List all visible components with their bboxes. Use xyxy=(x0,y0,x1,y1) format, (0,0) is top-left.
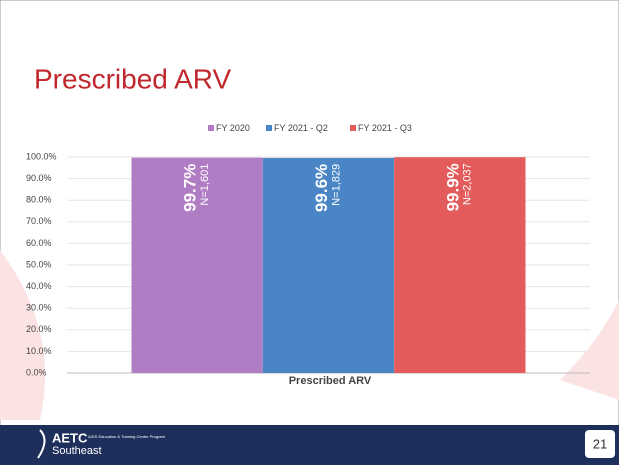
y-tick-label: 70.0% xyxy=(26,216,52,226)
page-number: 21 xyxy=(593,436,607,451)
data-label: 99.6% xyxy=(312,164,331,212)
decoration xyxy=(560,300,619,400)
bar xyxy=(262,157,395,373)
y-tick-label: 90.0% xyxy=(26,173,52,183)
footer-program: AIDS Education & Training Center Program xyxy=(88,434,166,439)
legend-swatch xyxy=(208,125,214,131)
chart-title: Prescribed ARV xyxy=(34,63,231,94)
logo-ribbon xyxy=(37,429,46,459)
y-tick-label: 0.0% xyxy=(26,367,47,377)
y-tick-label: 50.0% xyxy=(26,259,52,269)
legend-label: FY 2021 - Q3 xyxy=(358,123,412,133)
data-annotation: N=2,037 xyxy=(462,163,474,205)
bar xyxy=(131,157,263,373)
y-tick-label: 40.0% xyxy=(26,281,52,291)
data-annotation: N=1,601 xyxy=(199,164,211,206)
legend-label: FY 2020 xyxy=(216,123,250,133)
data-annotation: N=1,829 xyxy=(330,164,342,206)
bar xyxy=(394,157,526,373)
legend-swatch xyxy=(266,125,272,131)
data-label: 99.9% xyxy=(443,163,462,211)
y-tick-label: 30.0% xyxy=(26,303,52,313)
y-tick-label: 80.0% xyxy=(26,195,52,205)
data-label: 99.7% xyxy=(181,164,200,212)
footer-logo: AETC xyxy=(52,430,88,445)
legend-label: FY 2021 - Q2 xyxy=(274,123,328,133)
footer-region: Southeast xyxy=(52,445,102,457)
y-tick-label: 60.0% xyxy=(26,238,52,248)
y-tick-label: 10.0% xyxy=(26,346,52,356)
legend-swatch xyxy=(350,125,356,131)
y-tick-label: 100.0% xyxy=(26,151,57,161)
decoration xyxy=(0,250,45,420)
x-tick-label: Prescribed ARV xyxy=(289,375,372,387)
page-number-box xyxy=(585,430,615,458)
footer-bar xyxy=(0,425,619,465)
y-tick-label: 20.0% xyxy=(26,324,52,334)
